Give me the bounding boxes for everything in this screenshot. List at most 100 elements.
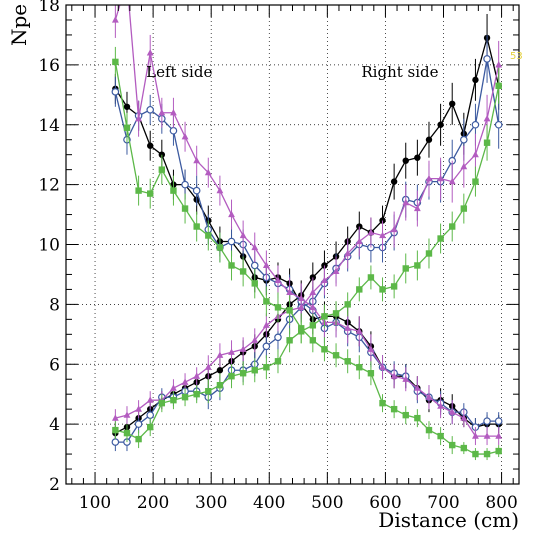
data-point — [263, 364, 270, 371]
series-line — [114, 5, 499, 437]
data-point — [425, 426, 433, 434]
data-point — [483, 450, 491, 458]
data-point — [239, 345, 247, 352]
data-point — [146, 396, 154, 403]
data-point — [494, 417, 503, 425]
data-point — [193, 390, 200, 398]
data-point — [274, 358, 282, 365]
data-point — [414, 414, 421, 422]
data-point — [274, 333, 282, 342]
series-line — [115, 85, 500, 440]
data-point — [448, 177, 456, 185]
data-point — [170, 396, 177, 404]
data-point — [390, 225, 398, 233]
data-point — [181, 393, 189, 401]
data-point — [390, 283, 398, 290]
tick-labels: 100 200 300 400 500 600 700 800 2 4 6 8 10 12 14 16 18 — [38, 0, 517, 513]
data-point — [158, 108, 166, 116]
data-point — [414, 154, 421, 161]
data-point — [437, 121, 444, 128]
data-point — [460, 414, 468, 421]
data-point — [262, 321, 270, 328]
data-point — [181, 132, 189, 140]
data-point — [344, 324, 352, 331]
data-point — [193, 156, 201, 164]
data-point — [262, 342, 271, 351]
y-tick-label: 10 — [38, 236, 60, 256]
data-point — [216, 351, 224, 358]
x-tick-label: 500 — [311, 493, 343, 513]
data-point — [332, 352, 340, 359]
data-point — [112, 58, 119, 66]
data-point — [460, 205, 468, 212]
data-point — [135, 405, 142, 412]
data-point — [251, 243, 259, 251]
data-point — [379, 286, 386, 293]
data-point — [297, 303, 305, 310]
data-point — [402, 157, 409, 164]
data-point — [379, 399, 386, 407]
data-point — [425, 136, 433, 143]
data-series — [111, 5, 503, 461]
data-point — [251, 280, 258, 287]
data-point — [437, 402, 444, 409]
data-point — [483, 114, 491, 122]
data-point — [111, 16, 119, 23]
y-tick-label: 6 — [49, 355, 60, 375]
series-green-filled-square — [112, 67, 502, 449]
data-point — [262, 261, 270, 269]
x-tick-label: 600 — [369, 493, 401, 513]
data-point — [344, 358, 351, 365]
data-point — [321, 276, 328, 284]
data-point — [472, 150, 479, 158]
data-point — [413, 204, 421, 212]
data-point — [286, 337, 293, 344]
data-point — [367, 370, 375, 377]
data-point — [193, 223, 200, 230]
data-point — [228, 262, 235, 269]
data-point — [367, 228, 375, 236]
x-tick-label: 800 — [485, 493, 517, 513]
data-point — [472, 450, 479, 458]
data-point — [216, 244, 224, 251]
data-point — [437, 432, 444, 440]
y-axis-title: Npe — [7, 4, 31, 46]
data-point — [146, 105, 155, 114]
data-point — [309, 288, 317, 295]
data-point — [181, 180, 189, 189]
y-tick-label: 4 — [49, 415, 60, 435]
data-point — [123, 429, 131, 437]
data-point — [111, 438, 120, 446]
data-point — [204, 168, 212, 176]
data-point — [204, 363, 212, 370]
data-point — [170, 384, 177, 391]
data-point — [146, 49, 154, 56]
data-point — [170, 108, 177, 116]
x-tick-label: 200 — [137, 493, 169, 513]
data-point — [472, 76, 479, 84]
x-tick-label: 400 — [253, 493, 285, 513]
series-line — [114, 61, 499, 455]
data-point — [147, 142, 154, 149]
data-point — [251, 336, 259, 343]
data-point — [147, 190, 154, 197]
data-point — [123, 124, 131, 131]
data-point — [449, 441, 456, 449]
y-tick-label: 8 — [49, 295, 60, 315]
series-line — [115, 64, 500, 419]
data-point — [355, 237, 363, 245]
axis-ticks — [66, 4, 519, 485]
x-tick-label: 300 — [195, 493, 227, 513]
data-point — [250, 261, 259, 270]
data-point — [192, 186, 201, 195]
data-point — [495, 432, 503, 439]
data-point — [228, 348, 235, 355]
data-point — [460, 135, 468, 144]
data-point — [390, 405, 398, 413]
data-point — [181, 378, 189, 385]
data-point — [425, 393, 433, 400]
data-point — [425, 250, 433, 257]
data-point — [449, 100, 456, 107]
data-point — [158, 166, 166, 173]
